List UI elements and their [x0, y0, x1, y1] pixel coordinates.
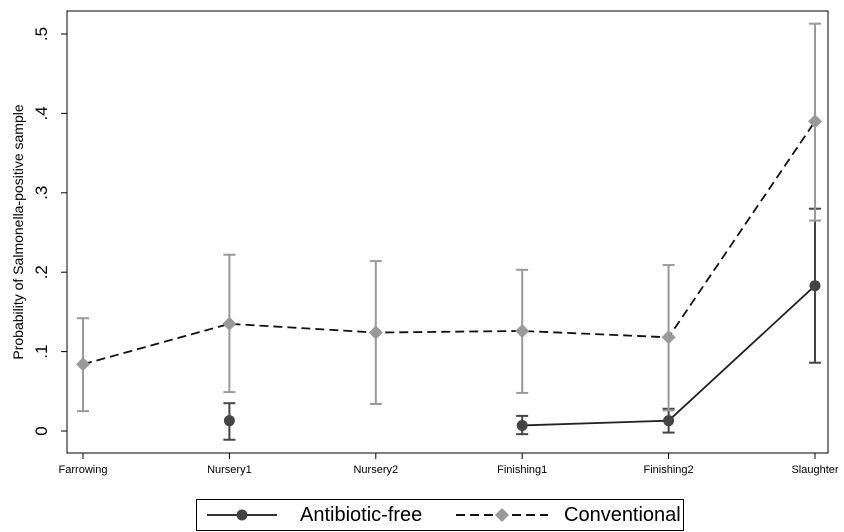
y-axis: 0 .1 .2 .3 .4 .5 — [32, 27, 67, 436]
legend-antibiotic-free-marker — [236, 509, 248, 521]
y-tick-label: .2 — [32, 265, 51, 279]
data-markers — [76, 114, 822, 431]
conventional-point-0 — [76, 357, 90, 372]
y-tick-label: .1 — [32, 345, 51, 359]
y-tick-label: .3 — [32, 186, 51, 200]
antibiotic-free-point-5 — [809, 280, 821, 292]
y-tick-label: .4 — [32, 106, 51, 120]
x-tick-label: Finishing2 — [644, 464, 694, 476]
x-tick-label: Finishing1 — [497, 464, 547, 476]
antibiotic-free-point-3 — [516, 419, 528, 431]
antibiotic-free-point-1 — [223, 415, 235, 427]
y-tick-label: 0 — [32, 426, 51, 435]
legend-label-antibiotic-free: Antibiotic-free — [300, 504, 423, 526]
y-tick-label: .5 — [32, 27, 51, 41]
conventional-point-1 — [222, 316, 237, 331]
legend: Antibiotic-free Conventional — [196, 499, 684, 531]
legend-label-conventional: Conventional — [564, 504, 681, 526]
antibiotic-free-point-4 — [663, 415, 675, 427]
x-tick-label: Nursery1 — [207, 464, 252, 476]
x-tick-label: Nursery2 — [353, 464, 398, 476]
x-axis: Farrowing Nursery1 Nursery2 Finishing1 Finis… — [59, 453, 839, 476]
x-tick-label: Slaughter — [791, 464, 838, 476]
legend-conventional-marker — [495, 508, 509, 522]
conventional-point-3 — [515, 323, 530, 338]
conventional-line — [82, 120, 816, 366]
y-axis-title: Probability of Salmonella-positive sampl… — [10, 104, 26, 359]
plot-area — [66, 10, 829, 454]
chart: Farrowing Nursery1 Nursery2 Finishing1 Finis… — [10, 10, 839, 476]
conventional-point-5 — [808, 114, 822, 129]
conventional-point-2 — [368, 325, 383, 340]
conventional-point-4 — [661, 330, 676, 345]
x-tick-label: Farrowing — [59, 464, 108, 476]
